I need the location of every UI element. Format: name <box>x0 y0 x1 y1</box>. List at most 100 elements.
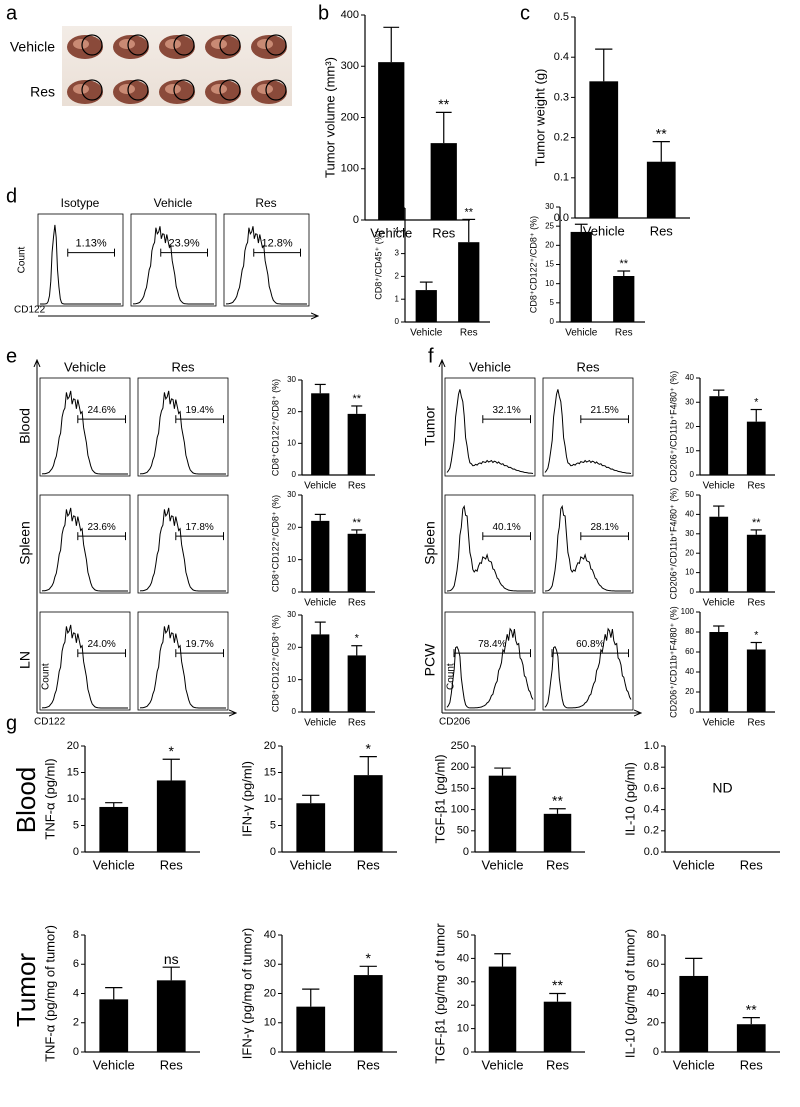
y-tick-label: 20 <box>685 548 694 557</box>
bar <box>347 413 366 475</box>
gate-percent: 23.9% <box>169 238 200 250</box>
x-tick-label: Vehicle <box>410 328 443 339</box>
y-tick-label: 3 <box>395 249 400 258</box>
y-tick-label: 10 <box>545 279 554 288</box>
gate-percent: 32.1% <box>492 405 520 416</box>
tumor-circle <box>127 34 149 56</box>
bar <box>353 775 383 852</box>
x-tick-label: Vehicle <box>482 857 524 872</box>
histogram-curve <box>139 624 226 709</box>
bar <box>311 634 330 712</box>
gate-percent: 28.1% <box>590 522 618 533</box>
y-tick-label: 15 <box>545 260 554 269</box>
axis-label: Count <box>41 663 52 690</box>
significance: ** <box>746 1001 757 1017</box>
y-axis-label: CD8⁺CD122⁺/CD8⁺ (%) <box>270 615 280 712</box>
y-tick-label: 0.8 <box>644 761 659 773</box>
gate-percent: 23.6% <box>87 522 115 533</box>
y-axis-label: Tumor weight (g) <box>532 69 547 167</box>
histogram-curve <box>40 224 121 305</box>
y-tick-label: 20 <box>287 522 296 531</box>
x-tick-label: Res <box>650 223 674 238</box>
y-tick-label: 5 <box>550 298 555 307</box>
bar <box>296 1006 326 1052</box>
histogram-curve <box>446 627 534 709</box>
x-tick-label: Res <box>740 1057 764 1072</box>
panel-label: g <box>6 712 17 734</box>
significance: ** <box>352 517 361 529</box>
bar <box>646 161 676 218</box>
y-tick-label: 8 <box>73 929 79 941</box>
y-tick-label: 5 <box>270 819 276 831</box>
x-tick-label: Res <box>460 328 478 339</box>
histogram-curve <box>41 624 128 709</box>
flow-plot <box>444 611 536 711</box>
gate-percent: 19.7% <box>185 639 213 650</box>
axis-label: CD122 <box>34 717 66 728</box>
y-tick-label: 0 <box>653 1046 659 1058</box>
bar <box>156 780 186 852</box>
row-label: Vehicle <box>10 39 55 55</box>
y-tick-label: 20 <box>545 240 554 249</box>
row-label: PCW <box>422 643 438 676</box>
y-tick-label: 5 <box>395 203 400 212</box>
y-tick-label: 0 <box>690 470 695 479</box>
y-tick-label: 80 <box>685 627 694 636</box>
y-tick-label: 20 <box>264 740 276 752</box>
y-tick-label: 0.0 <box>644 846 659 858</box>
y-tick-label: 10 <box>287 438 296 447</box>
flow-plot <box>39 377 131 477</box>
significance: * <box>169 743 175 759</box>
row-label: Res <box>30 84 55 100</box>
y-axis-label: IL-10 (pg/ml) <box>622 762 637 836</box>
y-tick-label: 80 <box>647 929 659 941</box>
column-label: Isotype <box>61 196 100 210</box>
gate-percent: 12.8% <box>262 238 293 250</box>
y-tick-label: 6 <box>73 958 79 970</box>
gate-percent: 17.8% <box>185 522 213 533</box>
panel-label: d <box>6 185 17 207</box>
y-tick-label: 50 <box>685 490 694 499</box>
y-tick-label: 0 <box>73 1046 79 1058</box>
y-tick-label: 10 <box>67 793 79 805</box>
y-tick-label: 0.4 <box>554 51 569 63</box>
row-label: Spleen <box>17 521 33 565</box>
y-axis-label: CD206⁺/CD11b⁺F4/80⁺ (%) <box>668 606 678 718</box>
x-tick-label: Res <box>747 598 765 609</box>
y-tick-label: 1.0 <box>644 740 659 752</box>
bar <box>378 62 405 221</box>
y-tick-label: 30 <box>457 976 469 988</box>
tissue-highlight <box>119 39 135 49</box>
tumor-circle <box>81 34 103 56</box>
bar <box>311 520 330 592</box>
histogram-curve <box>446 504 533 592</box>
x-tick-label: Vehicle <box>565 328 598 339</box>
tissue-highlight <box>165 84 181 94</box>
column-label: Vehicle <box>154 196 193 210</box>
gate-percent: 40.1% <box>492 522 520 533</box>
y-tick-label: 2 <box>73 1017 79 1029</box>
flow-plot <box>130 213 217 307</box>
significance: ** <box>552 792 563 808</box>
flow-plot <box>444 494 536 594</box>
bar <box>543 1001 572 1052</box>
x-tick-label: Vehicle <box>93 857 135 872</box>
y-tick-label: 100 <box>681 607 695 616</box>
column-label: Vehicle <box>64 359 106 374</box>
gate-percent: 60.8% <box>576 639 604 650</box>
x-tick-label: Res <box>348 598 366 609</box>
y-tick-label: 0 <box>550 317 555 326</box>
bar <box>458 242 480 322</box>
histogram-curve <box>41 390 128 475</box>
y-tick-label: 40 <box>685 373 694 382</box>
flow-plot <box>542 377 634 477</box>
bar <box>589 81 619 218</box>
y-axis-label: CD8⁺CD122⁺/CD8⁺ (%) <box>270 379 280 476</box>
bar <box>679 975 709 1052</box>
significance: ** <box>656 125 667 141</box>
y-tick-label: 0 <box>463 1046 469 1058</box>
x-tick-label: Vehicle <box>290 857 332 872</box>
y-tick-label: 0 <box>292 707 297 716</box>
y-tick-label: 30 <box>685 397 694 406</box>
histogram-curve <box>226 226 307 305</box>
